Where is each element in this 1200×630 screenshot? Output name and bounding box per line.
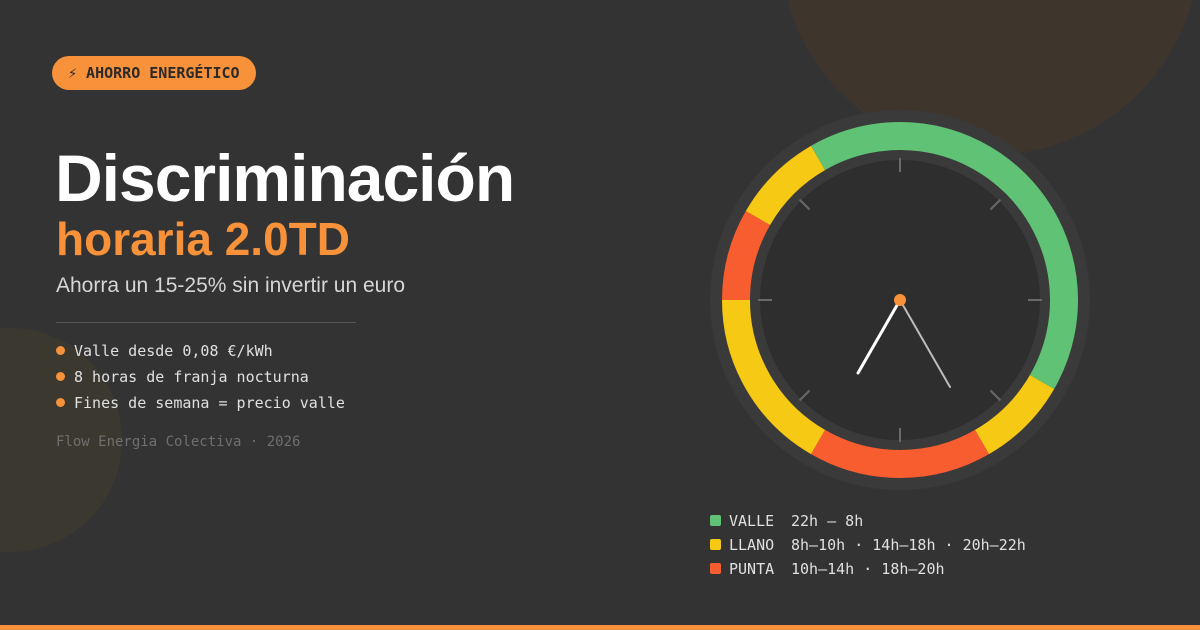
legend-name: VALLE: [729, 512, 775, 530]
legend-item: LLANO 8h–10h · 14h–18h · 20h–22h: [710, 536, 1026, 554]
dial-tick: [989, 198, 1002, 211]
legend-swatch: [710, 539, 721, 550]
legend-name: LLANO: [729, 536, 775, 554]
legend-hours: 22h – 8h: [791, 512, 864, 530]
hour-hand: [856, 298, 902, 375]
dial-tick: [989, 389, 1002, 402]
badge: ⚡ AHORRO ENERGÉTICO: [52, 56, 256, 90]
clock-center: [894, 294, 906, 306]
dial-arc: [745, 145, 826, 226]
dial-tick: [798, 198, 811, 211]
footer: Flow Energia Colectiva · 2026: [56, 434, 301, 450]
title-accent: horaria 2.0TD: [56, 213, 350, 265]
dial-arc: [811, 122, 1078, 389]
legend-hours: 10h–14h · 18h–20h: [791, 560, 945, 578]
minute-hand: [899, 299, 951, 388]
legend-item: VALLE 22h – 8h: [710, 512, 863, 530]
clock: [710, 110, 1090, 490]
legend-name: PUNTA: [729, 560, 775, 578]
bullet: Valle desde 0,08 €/kWh: [56, 342, 273, 360]
dial-arc: [811, 429, 989, 478]
dial-tick: [798, 389, 811, 402]
legend-swatch: [710, 515, 721, 526]
title: Discriminación: [55, 141, 515, 215]
divider: [56, 322, 356, 323]
dial-arc: [974, 374, 1055, 455]
dial-arc: [722, 299, 826, 455]
bullet: 8 horas de franja nocturna: [56, 368, 309, 386]
legend-hours: 8h–10h · 14h–18h · 20h–22h: [791, 536, 1026, 554]
subtitle: Ahorra un 15-25% sin invertir un euro: [56, 274, 406, 297]
legend-item: PUNTA 10h–14h · 18h–20h: [710, 560, 945, 578]
legend-swatch: [710, 563, 721, 574]
dial-arc: [722, 211, 771, 301]
bullet: Fines de semana = precio valle: [56, 394, 345, 412]
bottom-strip: [0, 625, 1200, 630]
